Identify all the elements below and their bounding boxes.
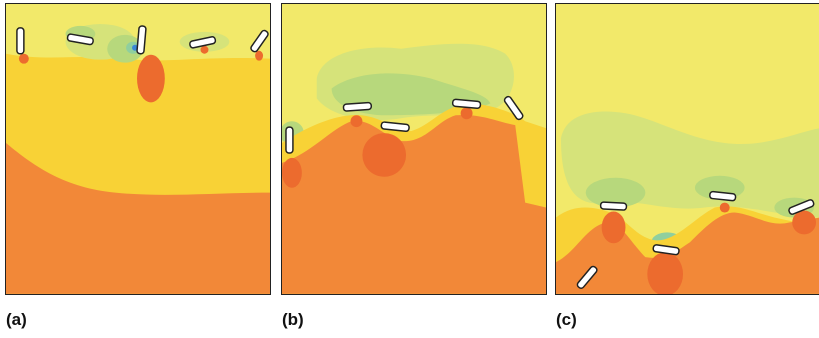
red-spot: [719, 202, 730, 213]
particle: [503, 95, 524, 121]
particle: [136, 25, 147, 55]
green-patch: [585, 177, 646, 208]
panel-a-field: [6, 4, 270, 294]
green-patch: [107, 34, 143, 63]
particle: [16, 27, 25, 55]
panel-b-field: [282, 4, 546, 294]
panel-c-field: [556, 4, 819, 294]
panel-c-image: [555, 3, 819, 295]
orange-region: [282, 114, 546, 294]
panel-a-image: [5, 3, 271, 295]
red-spot: [255, 50, 264, 61]
red-plume: [792, 210, 817, 235]
particle: [380, 121, 410, 133]
panel-a-label: (a): [6, 310, 27, 329]
red-spot: [460, 107, 473, 120]
particle: [788, 199, 815, 215]
particle: [576, 265, 598, 289]
particle: [66, 33, 94, 46]
red-plume: [362, 133, 407, 177]
red-spot: [18, 53, 29, 64]
red-plume: [137, 54, 165, 103]
red-plume: [282, 157, 302, 188]
particle: [285, 126, 294, 154]
particle: [250, 29, 269, 53]
panel-b-label: (b): [282, 310, 304, 329]
particle: [652, 244, 680, 256]
red-plume: [601, 211, 626, 244]
particle: [599, 201, 628, 211]
particle: [709, 190, 737, 202]
orange-region: [6, 143, 270, 294]
red-spot: [350, 115, 363, 128]
red-spot: [200, 45, 209, 54]
particle: [189, 36, 217, 49]
red-plume: [647, 252, 684, 294]
panel-b-image: [281, 3, 547, 295]
particle: [342, 101, 373, 112]
particle: [451, 98, 482, 110]
panel-c-label: (c): [556, 310, 577, 329]
